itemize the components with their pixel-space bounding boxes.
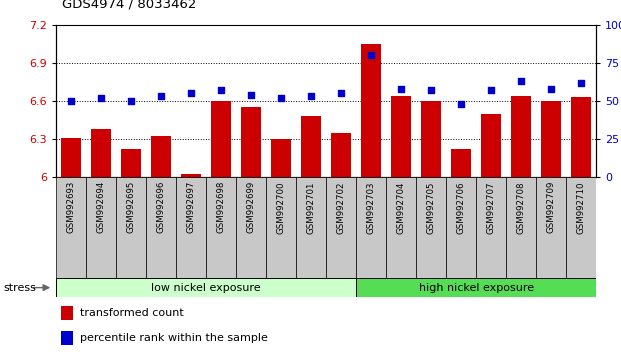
Text: GSM992695: GSM992695 — [127, 181, 135, 233]
Bar — [451, 149, 471, 177]
Bar — [91, 129, 111, 177]
Bar — [206, 177, 236, 278]
Bar — [361, 44, 381, 177]
Bar — [476, 177, 506, 278]
Bar — [301, 116, 321, 177]
Text: GSM992693: GSM992693 — [66, 181, 75, 233]
Bar — [121, 149, 141, 177]
Bar — [511, 96, 531, 177]
Bar — [56, 278, 356, 297]
Bar — [566, 177, 596, 278]
Bar — [421, 101, 441, 177]
Point — [336, 91, 346, 96]
Bar — [151, 136, 171, 177]
Bar — [386, 177, 416, 278]
Text: GSM992697: GSM992697 — [186, 181, 196, 233]
Text: transformed count: transformed count — [80, 308, 184, 318]
Point — [156, 93, 166, 99]
Bar — [61, 306, 73, 320]
Text: GSM992694: GSM992694 — [96, 181, 106, 233]
Text: GDS4974 / 8033462: GDS4974 / 8033462 — [62, 0, 196, 11]
Bar — [331, 133, 351, 177]
Text: GSM992710: GSM992710 — [577, 181, 586, 234]
Point — [576, 80, 586, 85]
Bar — [116, 177, 146, 278]
Bar — [506, 177, 536, 278]
Bar — [146, 177, 176, 278]
Text: GSM992707: GSM992707 — [487, 181, 496, 234]
Text: GSM992698: GSM992698 — [217, 181, 225, 233]
Bar — [61, 138, 81, 177]
Bar — [296, 177, 326, 278]
Point — [396, 86, 406, 92]
Text: low nickel exposure: low nickel exposure — [151, 282, 261, 293]
Bar — [571, 97, 591, 177]
Bar — [236, 177, 266, 278]
Text: stress: stress — [3, 282, 36, 293]
Point — [126, 98, 136, 104]
Bar — [416, 177, 446, 278]
Bar — [86, 177, 116, 278]
Bar — [481, 114, 501, 177]
Point — [366, 52, 376, 58]
Bar — [241, 107, 261, 177]
Point — [276, 95, 286, 101]
Bar — [356, 177, 386, 278]
Point — [546, 86, 556, 92]
Bar — [326, 177, 356, 278]
Text: GSM992709: GSM992709 — [546, 181, 556, 233]
Text: GSM992700: GSM992700 — [276, 181, 286, 234]
Text: GSM992701: GSM992701 — [307, 181, 315, 234]
Point — [246, 92, 256, 98]
Text: high nickel exposure: high nickel exposure — [419, 282, 533, 293]
Text: percentile rank within the sample: percentile rank within the sample — [80, 332, 268, 343]
Text: GSM992708: GSM992708 — [517, 181, 525, 234]
Bar — [356, 278, 596, 297]
Bar — [391, 96, 411, 177]
Bar — [181, 175, 201, 177]
Point — [216, 87, 226, 93]
Text: GSM992696: GSM992696 — [156, 181, 165, 233]
Point — [456, 101, 466, 107]
Point — [306, 93, 316, 99]
Point — [426, 87, 436, 93]
Text: GSM992706: GSM992706 — [456, 181, 466, 234]
Bar — [211, 101, 231, 177]
Bar — [542, 101, 561, 177]
Bar — [176, 177, 206, 278]
Text: GSM992703: GSM992703 — [366, 181, 376, 234]
Point — [516, 78, 526, 84]
Bar — [61, 331, 73, 344]
Point — [96, 95, 106, 101]
Point — [486, 87, 496, 93]
Text: GSM992705: GSM992705 — [427, 181, 435, 234]
Bar — [271, 139, 291, 177]
Text: GSM992704: GSM992704 — [397, 181, 406, 234]
Bar — [536, 177, 566, 278]
Bar — [56, 177, 86, 278]
Text: GSM992702: GSM992702 — [337, 181, 345, 234]
Point — [186, 91, 196, 96]
Bar — [446, 177, 476, 278]
Bar — [266, 177, 296, 278]
Text: GSM992699: GSM992699 — [247, 181, 255, 233]
Point — [66, 98, 76, 104]
